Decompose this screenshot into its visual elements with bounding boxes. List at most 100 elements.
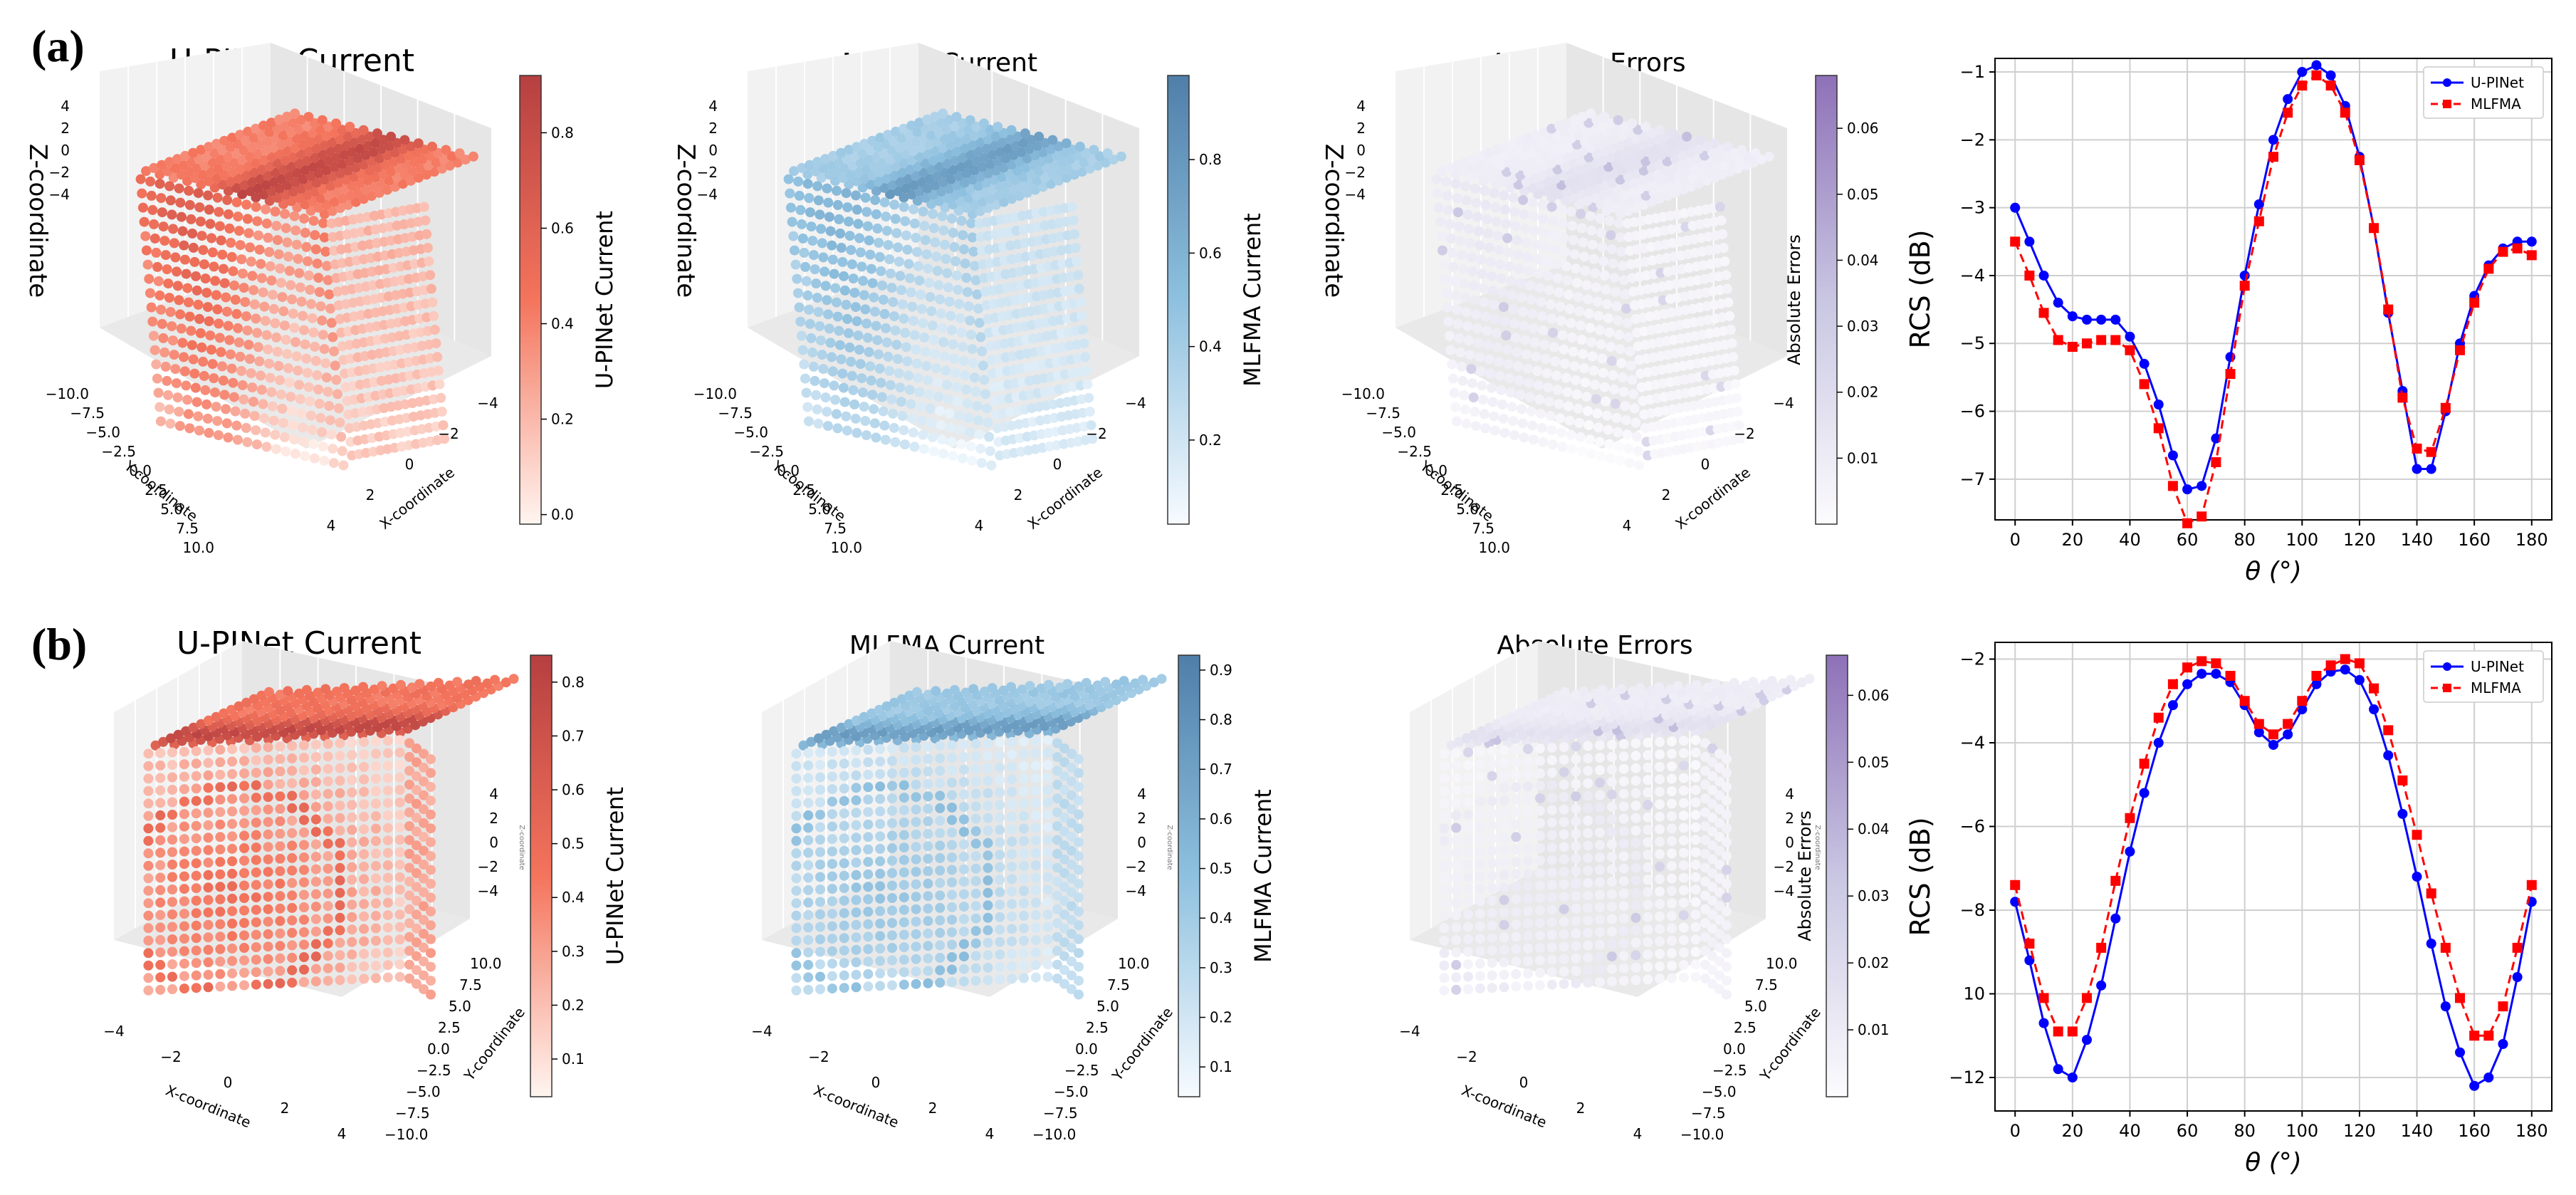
view-canvas: Absolute Errors420−2−4Z-coordinate−4−202… xyxy=(1399,631,1889,1143)
axes: 0 20 40 60 80 100 120 140 160 180 −12 10 −8 −6 −4 −2 θ (… xyxy=(1905,649,2548,1178)
data-point xyxy=(2283,719,2293,729)
y-tick-label: −4 xyxy=(1960,733,1985,753)
data-point xyxy=(2110,875,2121,886)
z-tick-label: −4 xyxy=(1126,882,1146,899)
data-point xyxy=(2369,704,2379,714)
colorbar-tick-label: 0.03 xyxy=(1847,318,1879,335)
surface-current-points xyxy=(135,108,478,471)
data-point xyxy=(2340,654,2350,664)
z-tick-label: −2 xyxy=(697,164,718,181)
colorbar-label: MLFMA Current xyxy=(1250,789,1274,963)
x-tick-label: 4 xyxy=(1633,1125,1643,1142)
x-tick-label: −2 xyxy=(808,1048,829,1065)
z-tick-label: 0 xyxy=(489,834,498,851)
y-tick-label: −7.5 xyxy=(1043,1105,1078,1122)
data-point xyxy=(2139,358,2150,369)
colorbar-tick-label: 0.7 xyxy=(562,727,585,744)
y-tick-label: −2.5 xyxy=(1064,1062,1099,1079)
y-tick-label: −7.5 xyxy=(395,1105,430,1122)
colorbar-gradient xyxy=(1826,654,1848,1097)
y-tick-label: −7.5 xyxy=(70,405,105,422)
data-point xyxy=(2354,674,2365,685)
data-point xyxy=(2311,60,2322,71)
y-tick-label: 0.0 xyxy=(1723,1040,1746,1058)
series-u-pinet xyxy=(2010,664,2537,1091)
colorbar-label: Absolute Errors xyxy=(1784,234,1804,365)
data-point xyxy=(2211,669,2221,679)
data-point xyxy=(2038,1018,2049,1028)
data-point xyxy=(2081,314,2092,325)
legend-marker xyxy=(2443,684,2451,692)
data-point xyxy=(2397,808,2408,819)
axes: 0 20 40 60 80 100 120 140 160 180 −7 −6 −5 −4 −3 −2 −1 θ … xyxy=(1905,62,2548,586)
x-tick-label: −2 xyxy=(1086,425,1106,442)
x-tick-label: 40 xyxy=(2119,1121,2141,1141)
y-tick-label: 7.5 xyxy=(824,520,847,537)
data-point xyxy=(2325,80,2336,91)
x-tick-label: −4 xyxy=(1399,1023,1420,1040)
data-point xyxy=(2498,1039,2508,1049)
data-point xyxy=(2024,939,2035,949)
z-axis-label: Z-coordinate xyxy=(518,825,525,870)
y-tick-label: 10 xyxy=(1963,984,1985,1004)
row-label-a: (a) xyxy=(31,21,85,71)
y-tick-label: 5.0 xyxy=(1456,501,1479,518)
x-tick-label: −2 xyxy=(438,425,459,442)
data-point xyxy=(2297,696,2308,706)
y-tick-label: 10.0 xyxy=(1766,955,1798,972)
data-point xyxy=(2354,155,2365,165)
colorbar-tick-label: 0.4 xyxy=(1210,909,1232,927)
data-point xyxy=(2067,1026,2078,1037)
y-tick-label: 2.5 xyxy=(1440,481,1463,499)
plot-frame xyxy=(1994,58,2553,521)
colorbar-tick-label: 0.4 xyxy=(1199,338,1222,355)
z-tick-label: 2 xyxy=(1785,810,1794,827)
y-tick-label: −3 xyxy=(1960,198,1985,218)
colorbar-gradient xyxy=(1178,654,1200,1097)
y-tick-label: −5.0 xyxy=(406,1083,441,1100)
colorbar: 0.1 0.2 0.3 0.4 0.5 0.6 0.7 0.8 0.9 MLFMA Current xyxy=(1178,654,1274,1097)
y-tick-label: −7 xyxy=(1960,469,1985,489)
data-point xyxy=(2483,263,2494,274)
y-tick-label: 2.5 xyxy=(1734,1019,1756,1036)
colorbar-tick-label: 0.4 xyxy=(562,889,585,906)
x-tick-label: 20 xyxy=(2062,1121,2084,1141)
x-tick-label: −4 xyxy=(1773,395,1794,412)
z-tick-label: 4 xyxy=(1356,98,1366,115)
z-tick-label: −2 xyxy=(1774,858,1794,875)
colorbar-gradient xyxy=(1167,75,1190,525)
colorbar-tick-label: 0.0 xyxy=(551,506,574,523)
x-tick-label: −4 xyxy=(1125,395,1146,412)
rcs-svg: 0 20 40 60 80 100 120 140 160 180 −7 −6 −5 −4 −3 −2 −1 θ … xyxy=(1905,58,2553,586)
absolute-errors-panel-b: Absolute Errors 4 2 0 −2 −4 Z-coordinate −4 −2 0 2… xyxy=(1303,612,1922,1182)
y-tick-label: 5.0 xyxy=(808,501,831,518)
data-point xyxy=(2182,484,2193,495)
data-point xyxy=(2253,727,2264,738)
x-tick-label: 4 xyxy=(985,1125,995,1142)
data-point xyxy=(2325,70,2336,80)
y-tick-label: −4 xyxy=(1960,266,1985,286)
x-tick-label: 40 xyxy=(2119,530,2141,550)
x-tick-label: 140 xyxy=(2401,530,2434,550)
y-axis-label: Y-coordinate xyxy=(1756,1004,1824,1085)
data-point xyxy=(2253,199,2264,209)
x-tick-label: 100 xyxy=(2286,1121,2318,1141)
y-tick-label: 0.0 xyxy=(129,462,152,479)
legend-label: MLFMA xyxy=(2471,95,2521,113)
y-tick-label: −10.0 xyxy=(693,385,737,402)
y-tick-label: 7.5 xyxy=(1472,520,1494,537)
data-point xyxy=(2512,243,2523,254)
data-point xyxy=(2469,1030,2480,1041)
surface-current-points xyxy=(791,674,1167,1000)
x-tick-label: 2 xyxy=(1576,1100,1586,1117)
data-point xyxy=(2225,671,2236,681)
x-tick-label: 0 xyxy=(2010,1121,2021,1141)
y-tick-label: 10.0 xyxy=(830,539,862,556)
z-tick-label: 0 xyxy=(61,142,70,159)
colorbar-gradient xyxy=(519,75,542,525)
z-tick-label: −4 xyxy=(697,186,718,203)
colorbar-tick-label: 0.8 xyxy=(551,124,574,141)
data-point xyxy=(2383,725,2394,736)
data-point xyxy=(2397,775,2408,786)
legend-marker xyxy=(2443,78,2451,87)
